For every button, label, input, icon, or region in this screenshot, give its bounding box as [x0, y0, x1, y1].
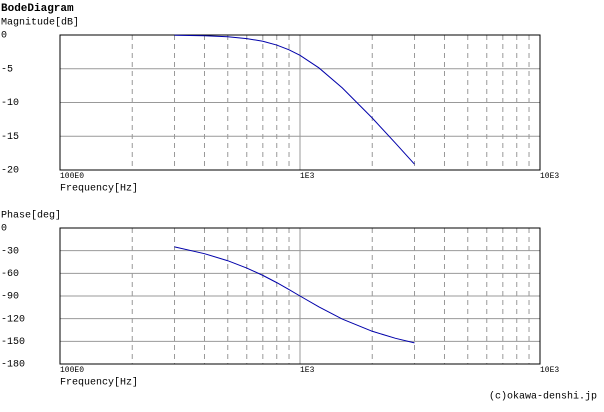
- y-tick-label: -180: [1, 360, 25, 371]
- y-tick-label: -150: [1, 337, 25, 348]
- data-line: [174, 246, 415, 344]
- data-line: [174, 34, 415, 165]
- y-tick-label: -15: [1, 132, 19, 143]
- y-tick-label: -5: [1, 64, 13, 75]
- x-axis-label: Frequency[Hz]: [60, 377, 138, 389]
- y-tick-label: 0: [1, 31, 7, 42]
- x-tick-label: 100E0: [60, 172, 84, 181]
- y-tick-label: -120: [1, 314, 25, 325]
- chart-title: BodeDiagram: [1, 3, 74, 15]
- y-tick-label: -60: [1, 269, 19, 280]
- y-tick-label: -90: [1, 292, 19, 303]
- y-tick-label: -10: [1, 98, 19, 109]
- y-tick-label: -20: [1, 166, 19, 177]
- plot-frame: [59, 227, 541, 365]
- x-tick-label: 10E3: [540, 172, 559, 181]
- x-tick-label: 1E3: [300, 366, 315, 375]
- x-axis-label: Frequency[Hz]: [60, 183, 138, 195]
- plot-frame: [59, 34, 541, 171]
- footer: (c)okawa-denshi.jp: [489, 391, 597, 403]
- y-axis-label: Phase[deg]: [1, 210, 61, 222]
- y-tick-label: 0: [1, 224, 7, 235]
- x-tick-label: 10E3: [540, 366, 559, 375]
- y-tick-label: -30: [1, 246, 19, 257]
- x-tick-label: 100E0: [60, 366, 84, 375]
- y-axis-label: Magnitude[dB]: [1, 17, 79, 29]
- x-tick-label: 1E3: [300, 172, 315, 181]
